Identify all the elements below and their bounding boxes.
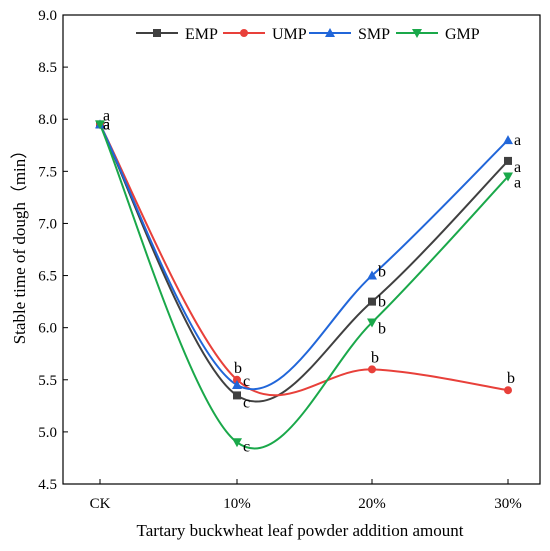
data-point-gmp [95,120,105,130]
data-point-emp [368,297,376,306]
data-point-smp [367,270,377,280]
y-tick-label: 7.5 [38,164,57,180]
legend-marker [240,29,248,37]
data-point-gmp [232,438,242,448]
legend-label: SMP [358,26,390,43]
significance-label: b [507,370,515,387]
y-tick-label: 6.0 [38,321,57,337]
significance-label: b [378,320,386,337]
significance-label: a [103,107,110,124]
significance-label: a [514,159,521,176]
significance-label: a [103,116,110,133]
y-tick-label: 9.0 [38,8,57,24]
significance-label: b [371,349,379,366]
significance-label: c [243,394,250,411]
x-tick-label: 10% [223,496,251,512]
legend-label: EMP [185,26,218,43]
significance-label: b [378,264,386,281]
significance-label: a [514,132,521,149]
plot-frame [62,14,541,485]
y-tick-label: 8.0 [38,112,57,128]
x-tick-label: 20% [358,496,386,512]
y-axis-title: Stable time of dough（min） [10,142,29,345]
data-point-emp [504,156,512,165]
y-tick-label: 8.5 [38,60,57,76]
significance-label: c [243,438,250,455]
significance-label: a [103,116,110,133]
significance-label: c [243,373,250,390]
significance-label: a [103,116,110,133]
data-point-smp [232,379,242,389]
y-tick-label: 4.5 [38,477,57,493]
significance-label: b [234,360,242,377]
x-axis-title: Tartary buckwheat leaf powder addition a… [137,521,464,540]
legend-label: GMP [445,26,480,43]
significance-label: b [378,294,386,311]
data-point-ump [233,375,241,384]
y-tick-label: 5.0 [38,425,57,441]
y-tick-label: 5.5 [38,373,57,389]
data-point-ump [368,365,376,374]
y-tick-label: 7.0 [38,216,57,232]
x-tick-label: 30% [494,496,522,512]
data-point-emp [233,391,241,400]
data-point-gmp [367,318,377,328]
y-tick-label: 6.5 [38,269,57,285]
significance-label: a [514,175,521,192]
legend-marker [153,29,161,37]
legend-label: UMP [272,26,307,43]
data-point-gmp [503,172,513,182]
series-line-gmp [99,124,509,450]
series-line-emp [99,123,509,403]
data-point-smp [503,135,513,145]
legend-marker [325,28,335,37]
x-tick-label: CK [90,496,111,512]
series-line-ump [99,123,509,397]
legend-marker [412,29,422,38]
series-line-smp [99,123,509,391]
data-point-ump [504,386,512,395]
